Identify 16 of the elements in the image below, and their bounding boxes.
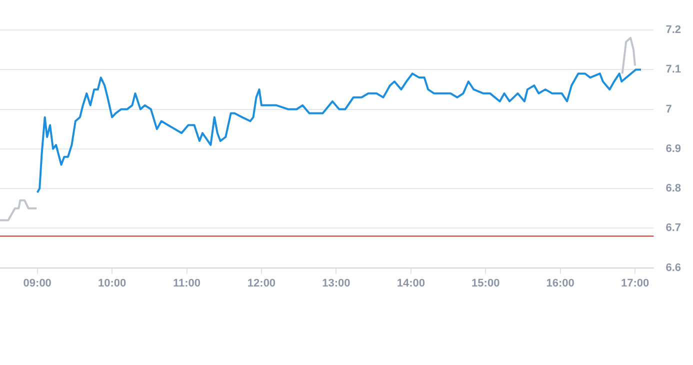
x-tick-label: 13:00 [322, 277, 350, 290]
y-tick-label: 6.6 [666, 262, 682, 274]
x-tick-label: 12:00 [247, 277, 276, 290]
x-tick-label: 14:00 [396, 277, 425, 290]
y-tick-label: 7.2 [666, 24, 682, 36]
y-tick-label: 6.9 [666, 142, 682, 155]
y-tick-label: 6.7 [666, 222, 682, 234]
x-tick-label: 16:00 [546, 277, 574, 290]
x-tick-label: 10:00 [98, 277, 126, 290]
x-tick-label: 11:00 [173, 277, 201, 290]
y-tick-label: 6.8 [666, 182, 682, 195]
x-tick-label: 09:00 [23, 277, 52, 290]
x-tick-label: 15:00 [472, 277, 500, 290]
y-tick-label: 7.1 [666, 64, 682, 76]
y-tick-label: 7 [666, 103, 672, 116]
x-tick-label: 17:00 [620, 277, 650, 290]
